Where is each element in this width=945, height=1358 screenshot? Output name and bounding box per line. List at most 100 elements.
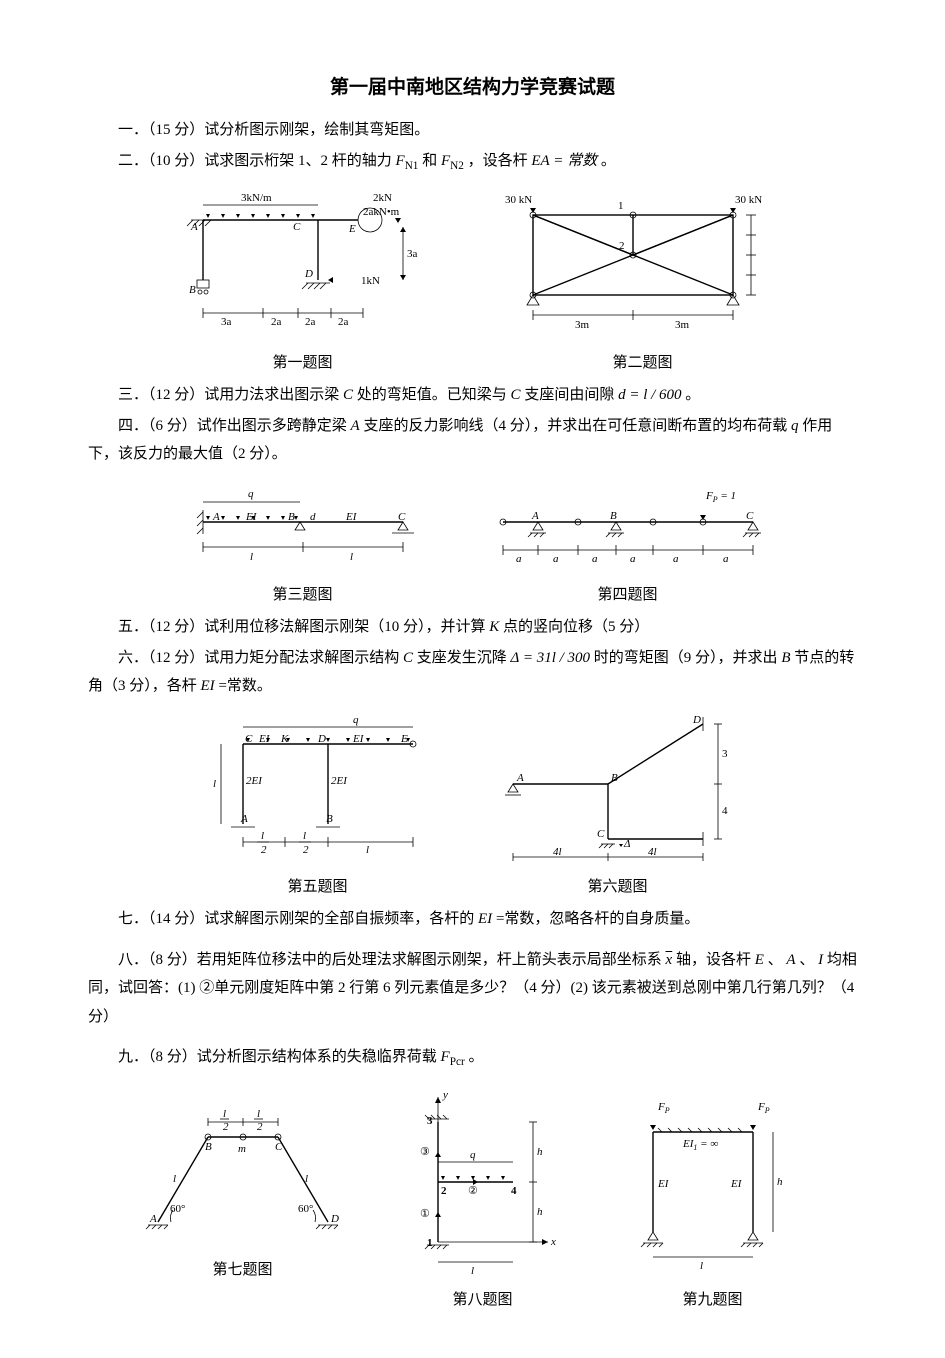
- figure-9: FP FP EI1 = ∞ EI EI l h 第九题图: [613, 1082, 813, 1315]
- question-1: 一．（15 分）试分析图示刚架，绘制其弯矩图。: [88, 116, 857, 145]
- q4-q: q: [791, 418, 799, 434]
- q9-F: F: [441, 1049, 450, 1065]
- q3-g: 。: [685, 387, 700, 403]
- figure-row-3: q C EI K D EI E 2EI 2EI A B l l: [88, 709, 857, 902]
- svg-text:C: C: [746, 510, 754, 522]
- svg-text:2EI: 2EI: [331, 775, 348, 787]
- figure-1-svg: 3kN/m A C B D E 2kN 2akN•m 1kN 3a: [163, 185, 443, 345]
- svg-text:l: l: [223, 1108, 226, 1120]
- svg-text:EI: EI: [245, 511, 258, 523]
- svg-text:3a: 3a: [407, 248, 418, 260]
- question-6: 六．（12 分）试用力矩分配法求解图示结构 C 支座发生沉降 Δ = 31l /…: [88, 644, 857, 701]
- q7-c: =常数，忽略各杆的自身质量。: [496, 911, 699, 927]
- svg-text:EI: EI: [657, 1178, 670, 1190]
- svg-text:l: l: [213, 778, 216, 790]
- question-4: 四．（6 分）试作出图示多跨静定梁 A 支座的反力影响线（4 分），并求出在可任…: [88, 412, 857, 469]
- svg-text:D: D: [304, 268, 313, 280]
- svg-text:A: A: [240, 813, 248, 825]
- svg-text:2a: 2a: [305, 316, 316, 328]
- q6-delta: Δ = 31l / 300: [511, 650, 591, 666]
- svg-text:4l: 4l: [553, 846, 562, 858]
- svg-text:EI: EI: [345, 511, 358, 523]
- svg-text:h: h: [777, 1176, 783, 1188]
- svg-text:1: 1: [427, 1237, 433, 1249]
- svg-text:l: l: [305, 1173, 308, 1185]
- svg-text:3kN/m: 3kN/m: [241, 192, 272, 204]
- q6-B: B: [781, 650, 790, 666]
- svg-text:C: C: [398, 511, 406, 523]
- svg-text:C: C: [597, 828, 605, 840]
- svg-text:4: 4: [722, 805, 728, 817]
- svg-text:l: l: [257, 1108, 260, 1120]
- figure-5: q C EI K D EI E 2EI 2EI A B l l: [203, 709, 433, 902]
- svg-text:B: B: [611, 772, 618, 784]
- q6-e: 时的弯矩图（9 分），并求出: [594, 650, 782, 666]
- q8-c: 轴，设各杆: [676, 952, 755, 968]
- q2-EA: EA = 常数: [531, 153, 597, 169]
- q2-text-e: ，设各杆: [468, 153, 532, 169]
- svg-text:B: B: [205, 1141, 212, 1153]
- q6-C: C: [403, 650, 413, 666]
- svg-text:q: q: [353, 714, 359, 726]
- svg-text:E: E: [348, 223, 356, 235]
- svg-text:EI1 = ∞: EI1 = ∞: [682, 1138, 718, 1152]
- figure-6-svg: A B C D Δ 3 4 4l 4l: [493, 709, 743, 869]
- svg-text:Δ: Δ: [623, 838, 630, 850]
- q8-x: x: [666, 952, 673, 968]
- figure-3-caption: 第三题图: [272, 581, 332, 610]
- figure-4-caption: 第四题图: [597, 581, 657, 610]
- q6-a: 六．（12 分）试用力矩分配法求解图示结构: [118, 650, 403, 666]
- svg-text:h: h: [537, 1206, 543, 1218]
- svg-text:2akN•m: 2akN•m: [363, 206, 400, 218]
- svg-text:③: ③: [420, 1146, 430, 1158]
- svg-text:2: 2: [223, 1121, 229, 1133]
- figure-row-4: A B m C D l l l 2 l 2 60° 60° 第七题图: [88, 1082, 857, 1315]
- svg-text:EI: EI: [258, 733, 271, 745]
- svg-text:FP = 1: FP = 1: [705, 490, 736, 504]
- figure-7-caption: 第七题图: [212, 1256, 272, 1285]
- svg-text:B: B: [326, 813, 333, 825]
- svg-text:a: a: [630, 553, 636, 565]
- figure-9-caption: 第九题图: [682, 1286, 742, 1315]
- svg-text:a: a: [553, 553, 559, 565]
- figure-5-svg: q C EI K D EI E 2EI 2EI A B l l: [203, 709, 433, 869]
- figure-7: A B m C D l l l 2 l 2 60° 60° 第七题图: [133, 1082, 353, 1315]
- q8-I: I: [818, 952, 823, 968]
- svg-text:h: h: [537, 1146, 543, 1158]
- svg-text:a: a: [723, 553, 729, 565]
- svg-text:y: y: [442, 1089, 448, 1101]
- question-2: 二．（10 分）试求图示桁架 1、2 杆的轴力 FN1 和 FN2 ，设各杆 E…: [88, 147, 857, 177]
- svg-text:E: E: [400, 733, 408, 745]
- svg-text:B: B: [288, 511, 295, 523]
- figure-8-svg: y x 1 2 3 4 ① ② ③ q: [383, 1082, 583, 1282]
- q7-EI: EI: [478, 911, 492, 927]
- svg-text:A: A: [212, 511, 220, 523]
- q3-C2: C: [511, 387, 521, 403]
- figure-6-caption: 第六题图: [587, 873, 647, 902]
- figure-1: 3kN/m A C B D E 2kN 2akN•m 1kN 3a: [163, 185, 443, 378]
- svg-text:EI: EI: [352, 733, 365, 745]
- svg-text:4: 4: [511, 1185, 517, 1197]
- svg-text:2a: 2a: [338, 316, 349, 328]
- svg-text:2: 2: [619, 240, 625, 252]
- svg-text:B: B: [610, 510, 617, 522]
- svg-text:B: B: [189, 284, 196, 296]
- figure-5-caption: 第五题图: [287, 873, 347, 902]
- svg-text:C: C: [275, 1141, 283, 1153]
- svg-text:D: D: [692, 714, 701, 726]
- q8-e: 、: [768, 952, 783, 968]
- svg-text:A: A: [516, 772, 524, 784]
- figure-3: q A EI B d EI C l l 第三题图: [178, 477, 428, 610]
- q7-a: 七．（14 分）试求解图示刚架的全部自振频率，各杆的: [118, 911, 478, 927]
- figure-4: FP = 1 A B C a a a a a a 第四题图: [488, 477, 768, 610]
- figure-8-caption: 第八题图: [452, 1286, 512, 1315]
- svg-text:l: l: [471, 1265, 474, 1277]
- q5-c: 点的竖向位移（5 分）: [503, 619, 649, 635]
- figure-8: y x 1 2 3 4 ① ② ③ q: [383, 1082, 583, 1315]
- figure-1-caption: 第一题图: [272, 349, 332, 378]
- svg-text:C: C: [245, 733, 253, 745]
- svg-text:l: l: [700, 1260, 703, 1272]
- svg-text:①: ①: [420, 1208, 430, 1220]
- svg-text:60°: 60°: [170, 1203, 185, 1215]
- svg-text:3a: 3a: [221, 316, 232, 328]
